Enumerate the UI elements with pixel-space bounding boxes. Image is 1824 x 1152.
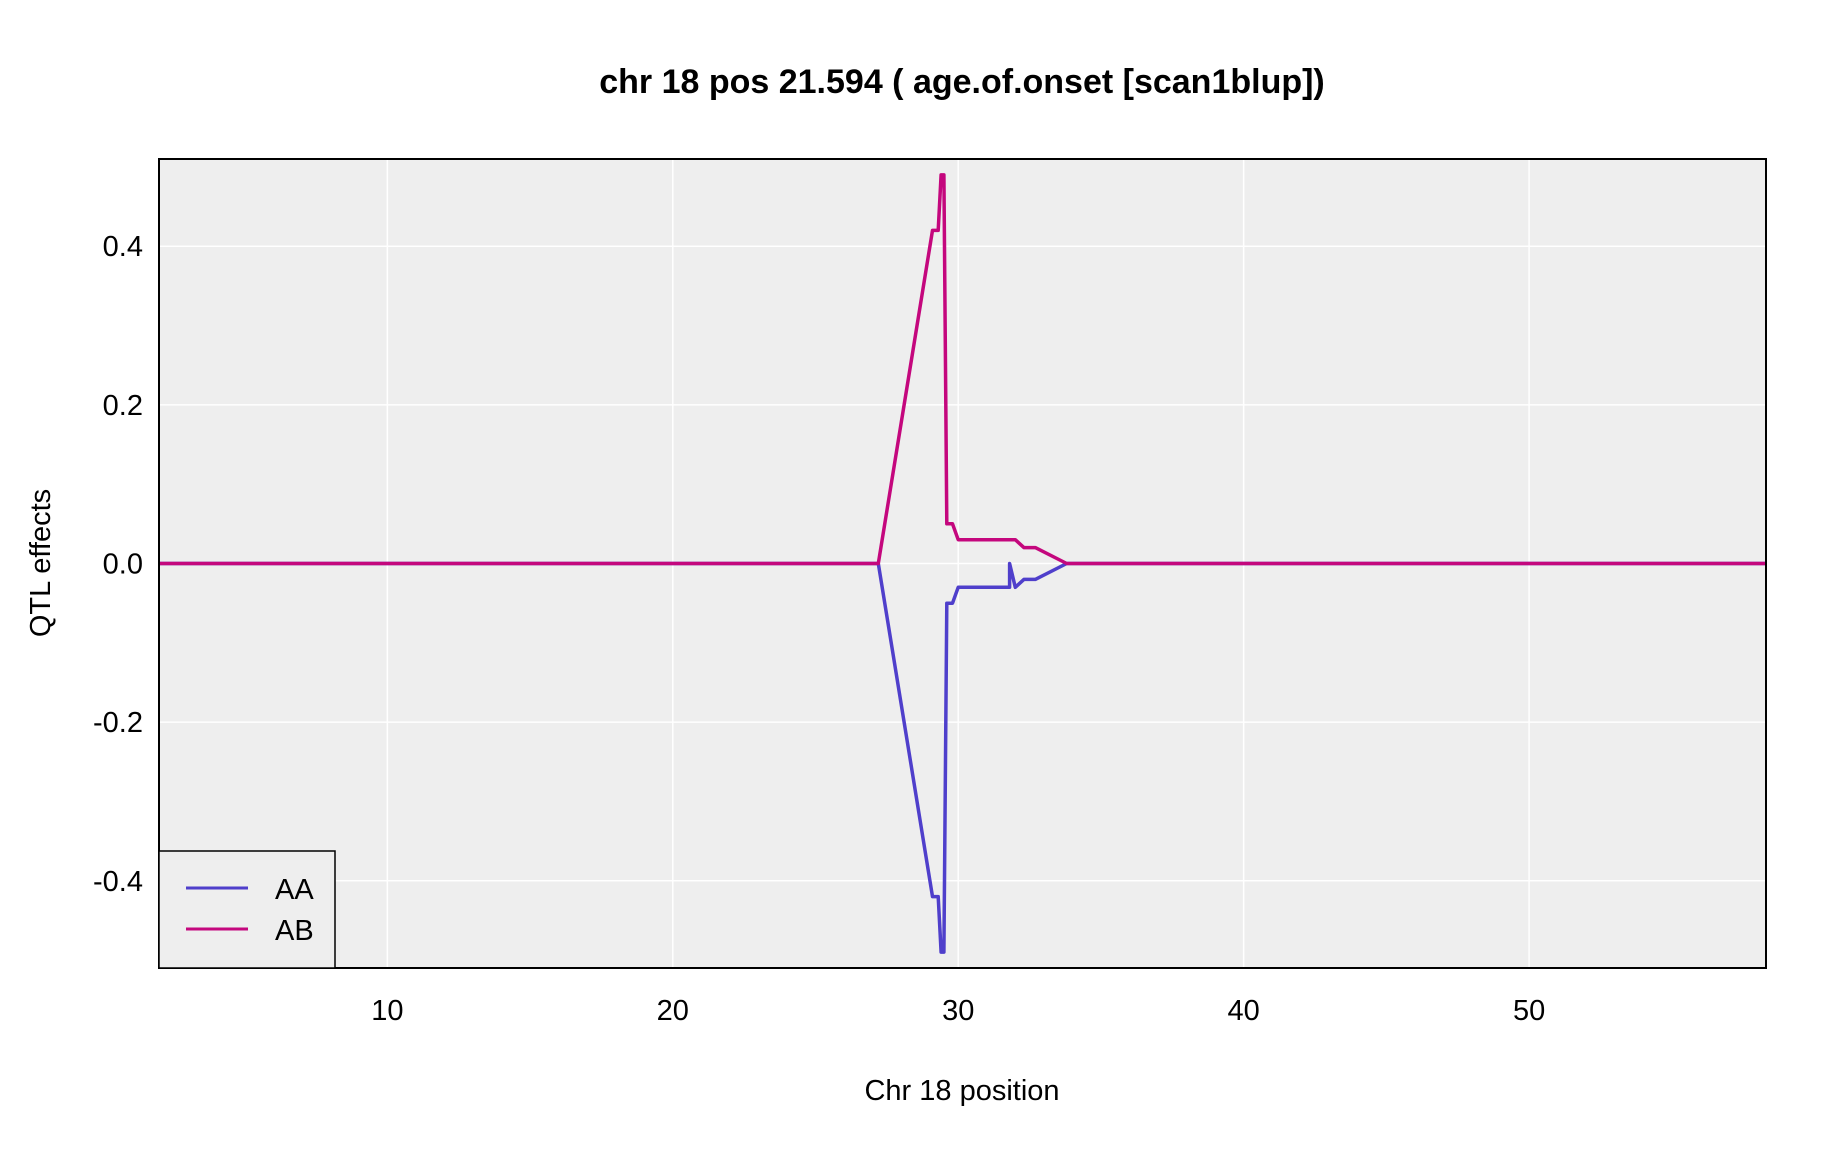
x-tick-label: 50: [1513, 995, 1545, 1027]
y-tick-label: 0.2: [103, 390, 143, 422]
legend-label-aa: AA: [275, 874, 314, 906]
y-axis-label: QTL effects: [25, 489, 57, 637]
y-tick-label: 0.4: [103, 231, 143, 263]
x-tick-label: 10: [371, 995, 403, 1027]
y-tick-label: -0.4: [93, 866, 143, 898]
y-tick-label: -0.2: [93, 707, 143, 739]
plot-frame: [158, 158, 1767, 969]
y-tick-label: 0.0: [103, 549, 143, 581]
chart-title: chr 18 pos 21.594 ( age.of.onset [scan1b…: [599, 63, 1325, 101]
x-axis-label: Chr 18 position: [864, 1075, 1059, 1107]
legend: AA AB: [158, 850, 336, 969]
x-tick-label: 30: [942, 995, 974, 1027]
x-axis-ticks: 10 20 30 40 50: [371, 995, 1545, 1027]
series-line-ab: [159, 173, 1766, 566]
y-axis-ticks: -0.4 -0.2 0.0 0.2 0.4: [93, 231, 143, 898]
legend-label-ab: AB: [275, 915, 314, 947]
series-line-aa: [159, 561, 1766, 954]
x-tick-label: 20: [657, 995, 689, 1027]
x-tick-label: 40: [1228, 995, 1260, 1027]
series-group: [159, 173, 1766, 954]
legend-box: [158, 850, 336, 969]
